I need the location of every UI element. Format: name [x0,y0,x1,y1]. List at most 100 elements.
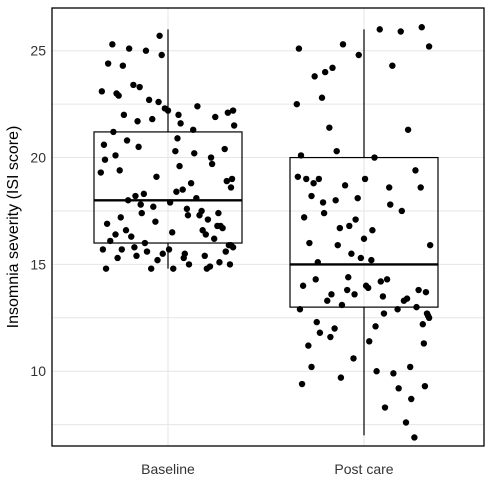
data-point [310,180,317,187]
data-point [104,60,112,67]
data-point [402,419,410,426]
y-tick-label: 15 [30,256,46,272]
data-point [97,169,105,176]
data-point [215,209,222,217]
data-point [357,254,365,262]
data-point [319,199,327,206]
data-point [112,152,119,159]
data-point [118,246,126,253]
data-point [376,26,383,33]
data-point [207,154,215,161]
data-point [329,64,336,72]
y-tick-label: 25 [30,43,46,59]
data-point [336,224,344,232]
data-point [228,175,236,183]
data-point [355,51,362,59]
data-point [337,374,345,381]
data-point [117,214,124,221]
data-point [211,235,218,242]
data-point [158,51,165,59]
data-point [351,291,358,298]
data-point [123,137,131,144]
plot-border [51,7,485,447]
data-point [369,227,376,234]
data-point [398,207,405,215]
data-point [352,216,359,223]
data-point [426,241,434,249]
data-point [199,227,206,234]
data-point [100,141,108,148]
data-point [381,404,389,411]
data-point [221,145,228,153]
data-point [379,293,387,300]
data-point [417,184,424,191]
data-point [422,288,430,296]
data-point [174,135,181,142]
data-point [203,265,211,272]
data-point [339,41,347,48]
data-point [134,118,141,125]
data-point [216,259,223,266]
data-point [227,184,235,191]
data-point [150,203,157,210]
data-point [332,197,339,204]
data-point [380,310,388,317]
data-point [114,254,121,262]
y-tick-label: 20 [30,150,46,166]
data-point [219,224,226,232]
data-point [140,190,148,198]
box-layer [93,29,439,436]
data-point [425,43,433,50]
data-point [300,214,308,221]
axis-labels: 10 15 20 25 Baseline Post care [30,43,393,477]
data-point [190,126,197,133]
data-point [222,248,229,255]
data-point [125,45,133,52]
data-point [226,261,234,268]
data-point [315,175,323,183]
data-point [346,222,353,230]
data-point [153,173,160,180]
data-point [366,338,373,345]
data-point [143,248,151,255]
data-point [165,246,173,253]
data-point [318,94,326,101]
data-point [175,111,182,119]
data-point [350,355,357,362]
data-point [312,276,319,283]
data-point [293,100,300,108]
data-point [387,201,394,208]
data-point [418,24,425,31]
data-point [299,282,307,289]
grid-lines [52,8,484,446]
data-point [308,363,315,371]
data-point [141,239,149,247]
data-point [155,98,162,106]
data-points [97,24,434,441]
data-point [142,47,150,54]
data-point [360,235,368,242]
data-point [324,297,331,304]
data-point [152,218,159,225]
data-point [389,62,396,69]
data-point [191,150,198,157]
data-point [196,212,203,219]
data-point [372,323,379,330]
data-point [407,363,414,371]
data-point [295,45,303,52]
data-point [415,286,422,294]
y-axis-title: Insomnia severity (ISI score) [5,126,22,329]
data-point [420,340,428,347]
x-tick-label: Baseline [141,461,195,477]
data-point [177,120,184,127]
data-point [161,105,169,112]
data-point [425,314,433,322]
data-point [102,265,110,272]
data-point [341,182,349,189]
data-point [116,167,123,174]
data-point [404,126,412,133]
data-point [390,370,397,377]
data-point [371,154,378,161]
data-point [333,147,340,155]
data-point [373,368,380,375]
